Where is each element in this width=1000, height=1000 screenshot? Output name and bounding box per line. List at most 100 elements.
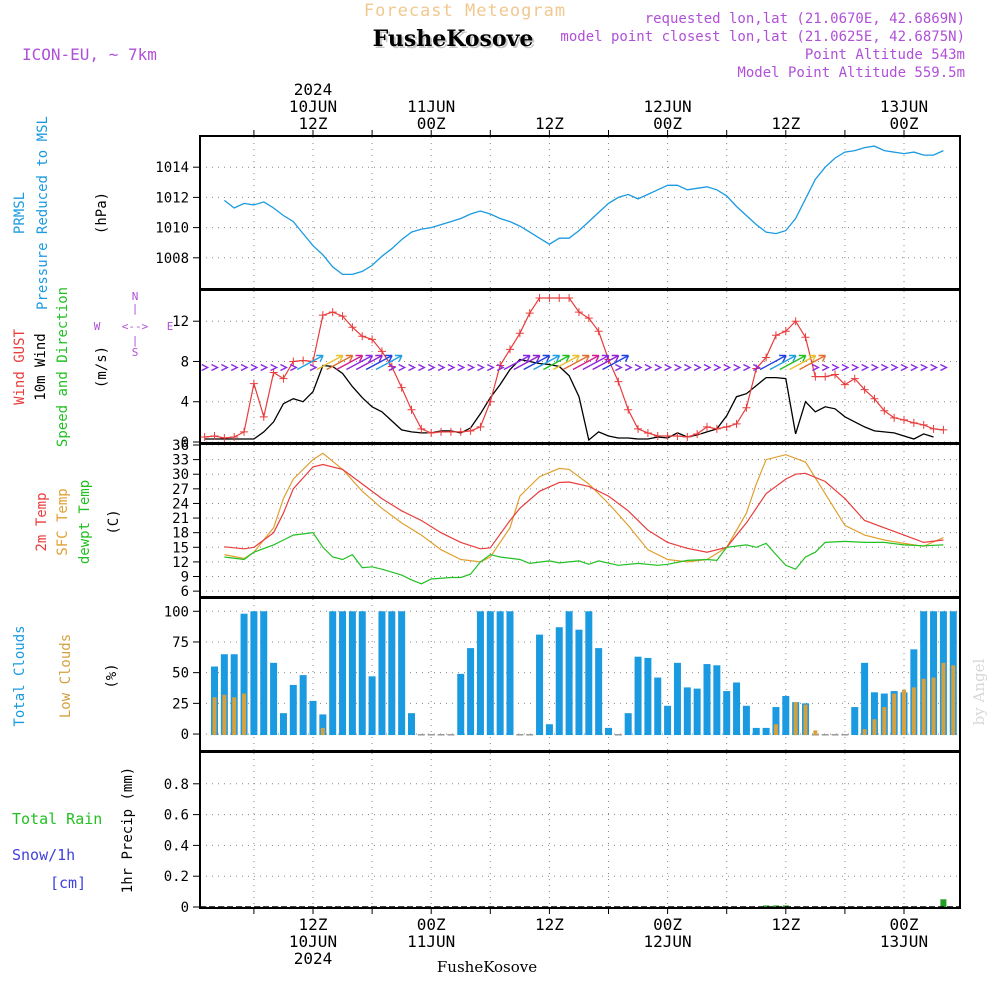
wind-direction-arrow	[408, 363, 417, 372]
wind-gust-marker	[900, 415, 908, 424]
temp-label-unit: (C)	[106, 509, 122, 534]
temp-tick-label: 24	[172, 496, 189, 512]
wind-gust-marker	[377, 347, 386, 356]
total-clouds-bar	[388, 611, 396, 736]
time-top-label: 12Z	[771, 114, 800, 133]
wind-gust-marker	[565, 294, 574, 303]
temp-labels: 2m Temp SFC Temp dewpt Temp (C)	[34, 480, 122, 564]
time-bottom-label: 00Z	[890, 915, 919, 934]
clouds-label-unit: (%)	[104, 663, 120, 688]
model-point-altitude: Model Point Altitude 559.5m	[737, 65, 965, 81]
wind-direction-arrow	[693, 363, 702, 372]
temp-tick-label: 27	[172, 482, 189, 498]
wind-gust-marker	[742, 403, 751, 412]
wind-gust-marker	[318, 311, 327, 320]
wind-direction-arrow	[543, 354, 571, 371]
legend-snow-unit: [cm]	[50, 874, 86, 892]
pressure-tick-label: 1012	[155, 190, 189, 206]
total-clouds-bar	[742, 705, 750, 736]
wind-direction-arrow	[769, 354, 797, 371]
footer-location: FusheKosove	[437, 958, 537, 976]
pressure-panel-frame	[199, 135, 961, 290]
wind-label-gust: Wind GUST	[12, 329, 28, 405]
wind-direction-arrow	[230, 363, 239, 372]
wind-gust-marker	[890, 413, 899, 422]
wind-direction-arrow	[703, 363, 712, 372]
temp-tick-label: 12	[172, 555, 189, 571]
wind-tick-label: 12	[172, 314, 189, 330]
pressure-label-unit: (hPa)	[94, 192, 110, 234]
wind-direction-arrow	[880, 363, 889, 372]
pressure-label-desc: Pressure Reduced to MSL	[35, 116, 51, 310]
low-clouds-bar	[212, 697, 217, 736]
wind-compass: N | W <--> E | S	[94, 290, 174, 359]
total-clouds-bar	[476, 611, 484, 736]
total-clouds-bar	[565, 611, 573, 736]
wind-gust-marker	[279, 374, 288, 383]
wind-gust-marker	[762, 353, 771, 362]
total-clouds-bar	[782, 695, 790, 736]
wind-label-10m: 10m Wind	[33, 333, 49, 400]
wind-gust-marker	[939, 425, 948, 434]
time-top-label: 11JUN	[407, 97, 455, 116]
temp-tick-label: 6	[181, 584, 189, 600]
wind-gust-marker	[663, 431, 672, 440]
total-clouds-bar	[870, 692, 878, 736]
wind-label-unit: (m/s)	[94, 346, 110, 388]
total-clouds-bar	[250, 611, 258, 736]
wind-gust-marker	[880, 406, 889, 415]
wind-gust-marker	[299, 356, 308, 365]
wind-gust-marker	[555, 294, 564, 303]
wind-direction-arrow	[634, 363, 643, 372]
wind-direction-arrow	[289, 363, 298, 372]
pressure-line	[224, 145, 944, 276]
time-bottom-label: 13JUN	[880, 932, 928, 951]
wind-gust-marker	[200, 432, 209, 441]
wind-gust-marker	[368, 335, 377, 344]
plot-series	[200, 145, 960, 908]
total-clouds-bar	[634, 656, 642, 736]
low-clouds-bar	[803, 704, 808, 736]
wind-direction-arrow	[602, 354, 630, 371]
wind-direction-arrow	[930, 363, 939, 372]
wind-direction-arrow	[654, 363, 663, 372]
wind-direction-arrow	[552, 354, 580, 371]
total-clouds-bar	[427, 734, 435, 736]
svg-text:|: |	[132, 302, 139, 315]
wind-gust-marker	[840, 380, 849, 389]
wind-tick-label: 4	[181, 395, 189, 411]
total-clouds-bar	[861, 662, 869, 736]
time-top-label: 12Z	[535, 114, 564, 133]
temp-tick-label: 9	[181, 570, 189, 586]
total-clouds-bar	[408, 713, 415, 736]
wind-direction-arrow	[388, 363, 397, 372]
wind-gust-marker	[220, 433, 229, 442]
wind-gust-marker	[722, 422, 731, 431]
wind-gust-line	[204, 297, 944, 439]
wind-direction-arrow	[759, 354, 787, 371]
wind-direction-arrow	[201, 363, 210, 372]
wind-gust-marker	[643, 428, 652, 437]
total-clouds-bar	[654, 677, 662, 736]
point-altitude: Point Altitude 543m	[805, 47, 965, 63]
wind-direction-arrow	[503, 354, 531, 371]
wind-direction-arrow	[398, 363, 407, 372]
wind-gust-marker	[860, 385, 869, 394]
wind-gust-marker	[515, 329, 524, 338]
total-clouds-bar	[378, 611, 386, 736]
total-clouds-bar	[270, 662, 278, 736]
total-clouds-bar	[752, 727, 760, 736]
wind-direction-arrow	[664, 363, 673, 372]
total-clouds-bar	[624, 713, 632, 736]
total-clouds-bar	[516, 734, 524, 736]
wind-direction-arrow	[316, 354, 344, 371]
total-clouds-bar	[526, 734, 534, 736]
wind-gust-marker	[870, 394, 879, 403]
wind-gust-marker	[486, 397, 495, 406]
wind-gust-marker	[417, 424, 426, 433]
wind-direction-arrow	[447, 363, 456, 372]
wind-direction-arrow	[355, 354, 383, 371]
total-clouds-bar	[703, 664, 711, 736]
temp-tick-label: 21	[172, 511, 189, 527]
